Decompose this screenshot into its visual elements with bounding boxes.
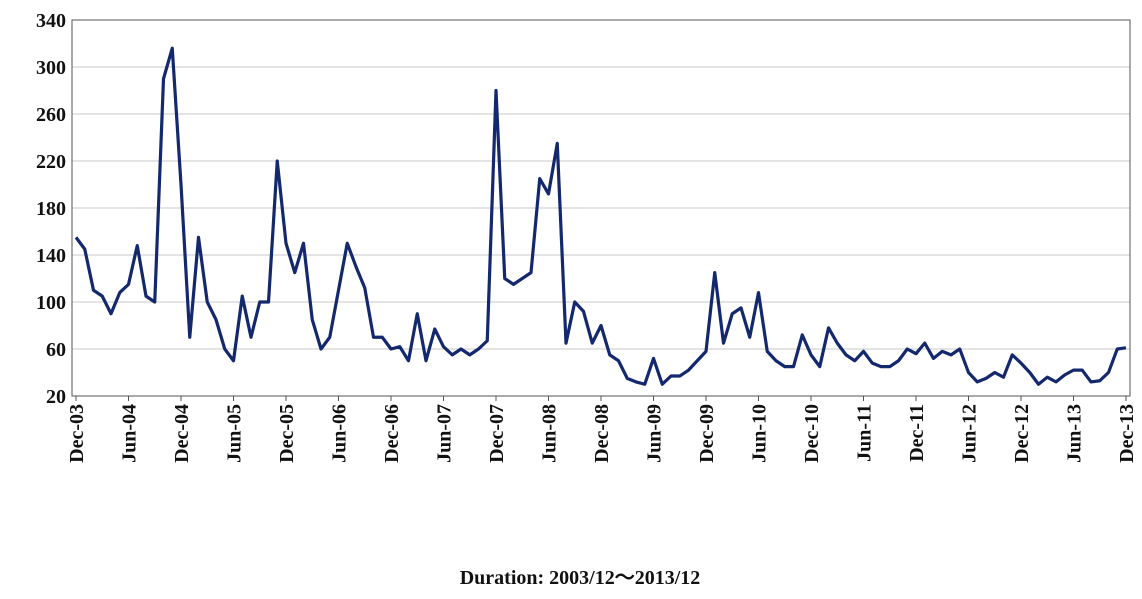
x-tick-label: Jun-10	[749, 404, 771, 463]
x-tick-label: Jun-13	[1064, 404, 1086, 463]
y-tick-label: 220	[36, 151, 66, 173]
x-tick-label: Dec-05	[276, 404, 298, 463]
x-tick-label: Dec-06	[381, 404, 403, 463]
y-tick-label: 20	[46, 386, 66, 408]
data-line	[74, 46, 1127, 386]
y-tick-label: 340	[36, 10, 66, 32]
x-tick-label: Jun-04	[119, 404, 141, 463]
x-tick-label: Dec-07	[486, 404, 508, 463]
x-tick-label: Jun-09	[644, 404, 666, 463]
x-tick-label: Jun-06	[329, 404, 351, 463]
x-tick-label: Jun-05	[224, 404, 246, 463]
x-tick-label: Dec-13	[1116, 404, 1138, 463]
x-tick-label: Jun-12	[959, 404, 981, 463]
y-tick-label: 140	[36, 245, 66, 267]
x-tick-label: Jun-11	[854, 404, 876, 462]
x-tick-label: Dec-12	[1011, 404, 1033, 463]
x-axis-label: Duration: 2003/12～2013/12	[460, 567, 701, 589]
y-tick-label: 180	[36, 198, 66, 220]
x-tick-label: Jun-07	[434, 404, 456, 463]
y-tick-label: 260	[36, 104, 66, 126]
x-tick-label: Dec-10	[801, 404, 823, 463]
x-tick-label: Dec-09	[696, 404, 718, 463]
y-tick-label: 60	[46, 339, 66, 361]
x-tick-label: Dec-08	[591, 404, 613, 463]
y-tick-label: 300	[36, 57, 66, 79]
x-tick-label: Dec-03	[66, 404, 88, 463]
y-tick-label: 100	[36, 292, 66, 314]
x-tick-label: Dec-11	[906, 404, 928, 462]
x-tick-label: Dec-04	[171, 404, 193, 463]
x-tick-label: Jun-08	[539, 404, 561, 463]
